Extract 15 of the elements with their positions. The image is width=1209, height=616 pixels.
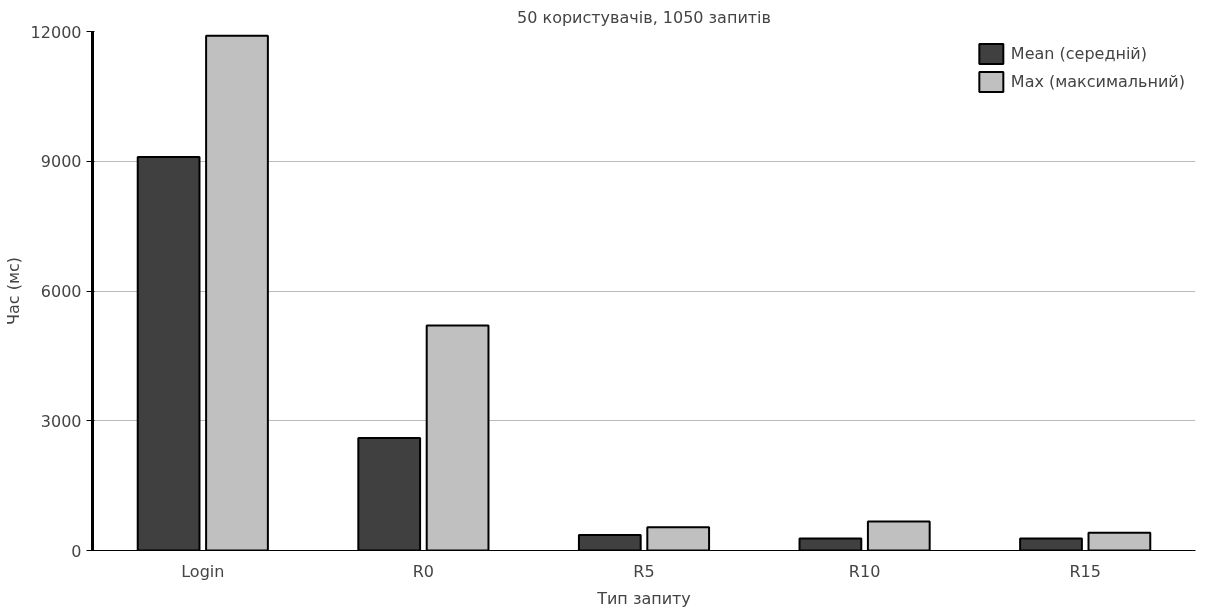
x-tick-label: Login	[181, 561, 225, 581]
y-tick-label: 12000	[30, 22, 82, 42]
x-axis-title: Тип запиту	[596, 588, 691, 608]
y-tick-label: 6000	[40, 282, 82, 301]
y-axis-title: Час (мс)	[3, 256, 23, 325]
x-tick-label: R0	[412, 561, 435, 581]
x-tick-label: R15	[1069, 561, 1101, 581]
x-tick-label: R5	[633, 561, 655, 581]
y-tick-label: 9000	[40, 152, 82, 172]
y-tick-label: 0	[71, 541, 82, 561]
legend-label: Max (максимальний)	[1010, 72, 1185, 91]
y-tick-label: 3000	[40, 411, 82, 431]
chart-title: 50 користувачів, 1050 запитів	[517, 7, 771, 27]
legend-label: Mean (середній)	[1010, 44, 1147, 63]
x-tick-label: R10	[848, 561, 881, 581]
